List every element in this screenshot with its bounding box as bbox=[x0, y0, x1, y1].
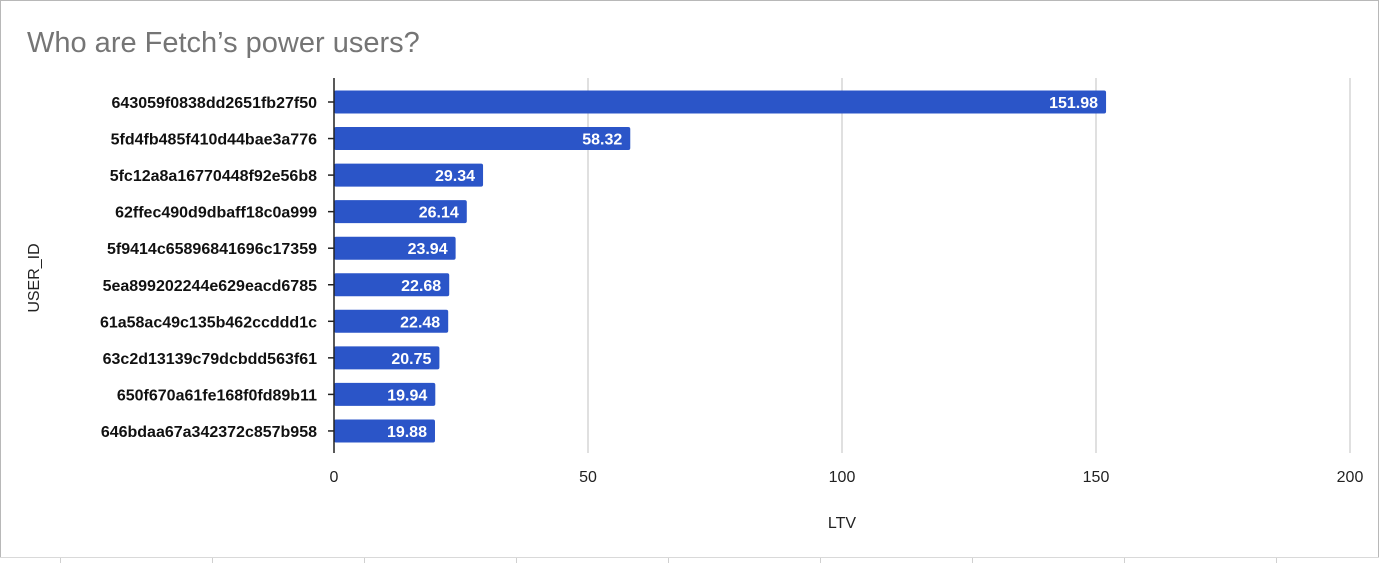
bar bbox=[334, 127, 631, 151]
data-label: 19.88 bbox=[387, 424, 427, 441]
category-label: 650f670a61fe168f0fd89b11 bbox=[117, 387, 317, 404]
bar bbox=[334, 309, 449, 333]
footer-tick bbox=[820, 558, 821, 563]
data-label: 151.98 bbox=[1049, 95, 1098, 112]
bar bbox=[334, 419, 435, 443]
bar bbox=[334, 346, 440, 370]
footer-tick bbox=[212, 558, 213, 563]
category-label: 63c2d13139c79dcbdd563f61 bbox=[103, 351, 317, 368]
data-label: 23.94 bbox=[408, 241, 448, 258]
category-label: 5fd4fb485f410d44bae3a776 bbox=[111, 132, 317, 149]
footer-tick bbox=[60, 558, 61, 563]
bar bbox=[334, 200, 467, 224]
category-label: 5fc12a8a16770448f92e56b8 bbox=[110, 168, 317, 185]
footer-tick bbox=[972, 558, 973, 563]
bar bbox=[334, 273, 450, 297]
data-label: 26.14 bbox=[419, 205, 459, 222]
chart-title: Who are Fetch’s power users? bbox=[27, 27, 420, 59]
category-label: 62ffec490d9dbaff18c0a999 bbox=[115, 205, 317, 222]
footer-tick bbox=[1276, 558, 1277, 563]
footer-tick bbox=[364, 558, 365, 563]
category-label: 646bdaa67a342372c857b958 bbox=[101, 424, 317, 441]
x-tick-label: 50 bbox=[579, 469, 597, 486]
category-label: 5ea899202244e629eacd6785 bbox=[103, 278, 318, 295]
data-label: 22.68 bbox=[401, 278, 441, 295]
x-axis-title: LTV bbox=[828, 515, 856, 532]
bar bbox=[334, 382, 436, 406]
x-tick-label: 100 bbox=[829, 469, 856, 486]
x-tick-label: 150 bbox=[1083, 469, 1110, 486]
category-label: 61a58ac49c135b462ccddd1c bbox=[100, 314, 317, 331]
bar bbox=[334, 90, 1107, 114]
data-label: 22.48 bbox=[400, 314, 440, 331]
bar bbox=[334, 163, 484, 187]
bar bbox=[334, 236, 456, 260]
y-axis-title: USER_ID bbox=[26, 243, 43, 312]
data-label: 58.32 bbox=[582, 132, 622, 149]
category-label: 643059f0838dd2651fb27f50 bbox=[112, 95, 318, 112]
footer-strip bbox=[0, 557, 1379, 563]
data-label: 20.75 bbox=[391, 351, 431, 368]
footer-tick bbox=[668, 558, 669, 563]
data-label: 19.94 bbox=[387, 387, 427, 404]
x-tick-label: 200 bbox=[1337, 469, 1364, 486]
data-label: 29.34 bbox=[435, 168, 475, 185]
x-tick-label: 0 bbox=[330, 469, 339, 486]
footer-tick bbox=[516, 558, 517, 563]
footer-tick bbox=[1124, 558, 1125, 563]
category-label: 5f9414c65896841696c17359 bbox=[107, 241, 317, 258]
